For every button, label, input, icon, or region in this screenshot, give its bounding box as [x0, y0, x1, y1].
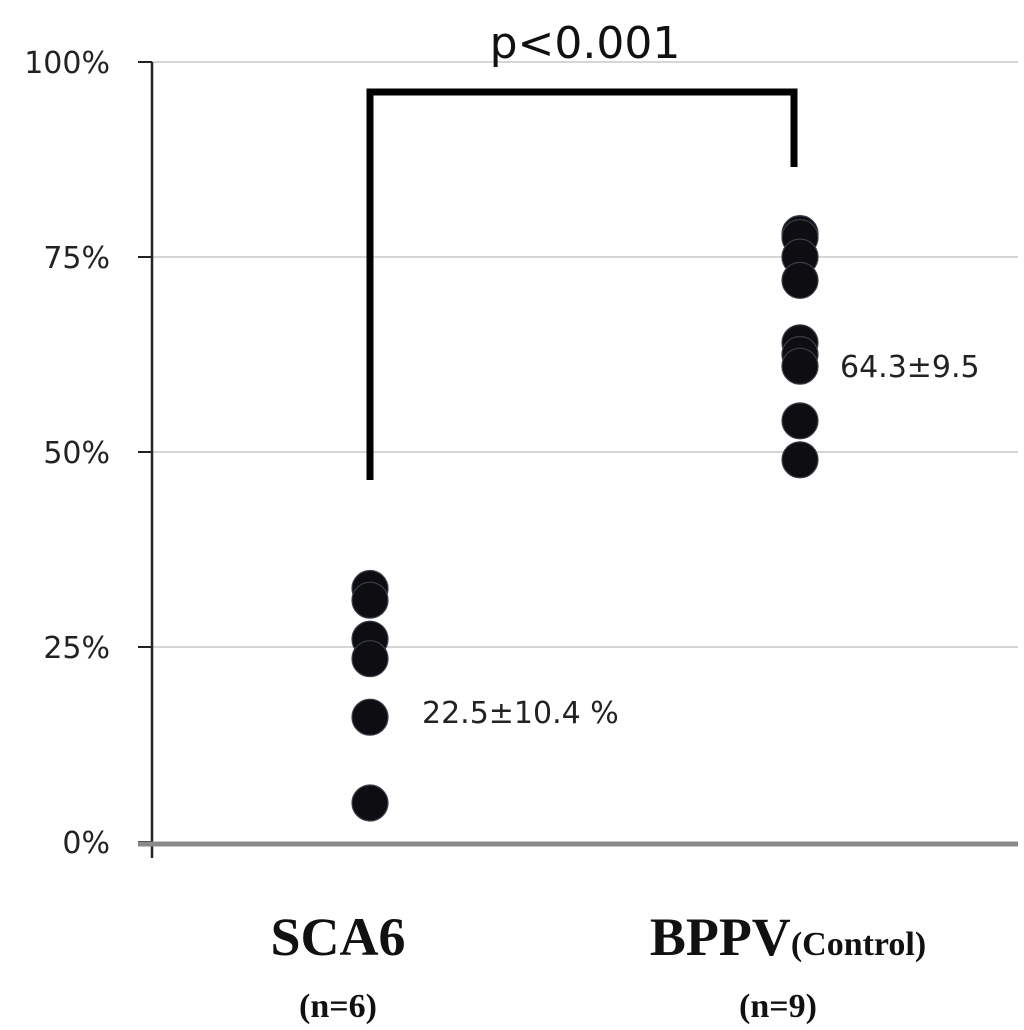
category-label-bppv: BPPV(Control)	[650, 907, 926, 967]
significance-bracket	[366, 88, 798, 480]
category-name: BPPV	[650, 907, 791, 967]
data-point	[781, 347, 819, 385]
category-sublabel: (Control)	[791, 926, 926, 963]
y-tick-label: 100%	[24, 46, 110, 81]
data-point	[781, 441, 819, 479]
data-point	[781, 402, 819, 440]
y-tick-label: 50%	[43, 436, 110, 471]
y-tick-label: 25%	[43, 631, 110, 666]
data-points	[351, 215, 819, 822]
axes	[138, 61, 1018, 858]
data-point	[351, 581, 389, 619]
data-point	[351, 784, 389, 822]
y-tick-label: 0%	[62, 826, 110, 861]
data-point	[781, 261, 819, 299]
data-point	[351, 640, 389, 678]
bppv-summary-label: 64.3±9.5	[840, 350, 980, 385]
sca6-summary-label: 22.5±10.4 %	[422, 696, 619, 731]
category-label-sca6: SCA6	[270, 907, 405, 967]
category-n-sca6: (n=6)	[299, 988, 377, 1025]
bracket-line	[366, 88, 798, 480]
y-tick-labels: 0% 25% 50% 75% 100%	[24, 46, 110, 861]
category-n-bppv: (n=9)	[739, 988, 817, 1025]
significance-label: p<0.001	[490, 18, 681, 69]
grid-lines	[152, 61, 1018, 648]
y-tick-label: 75%	[43, 241, 110, 276]
data-point	[351, 698, 389, 736]
category-name: SCA6	[270, 907, 405, 967]
